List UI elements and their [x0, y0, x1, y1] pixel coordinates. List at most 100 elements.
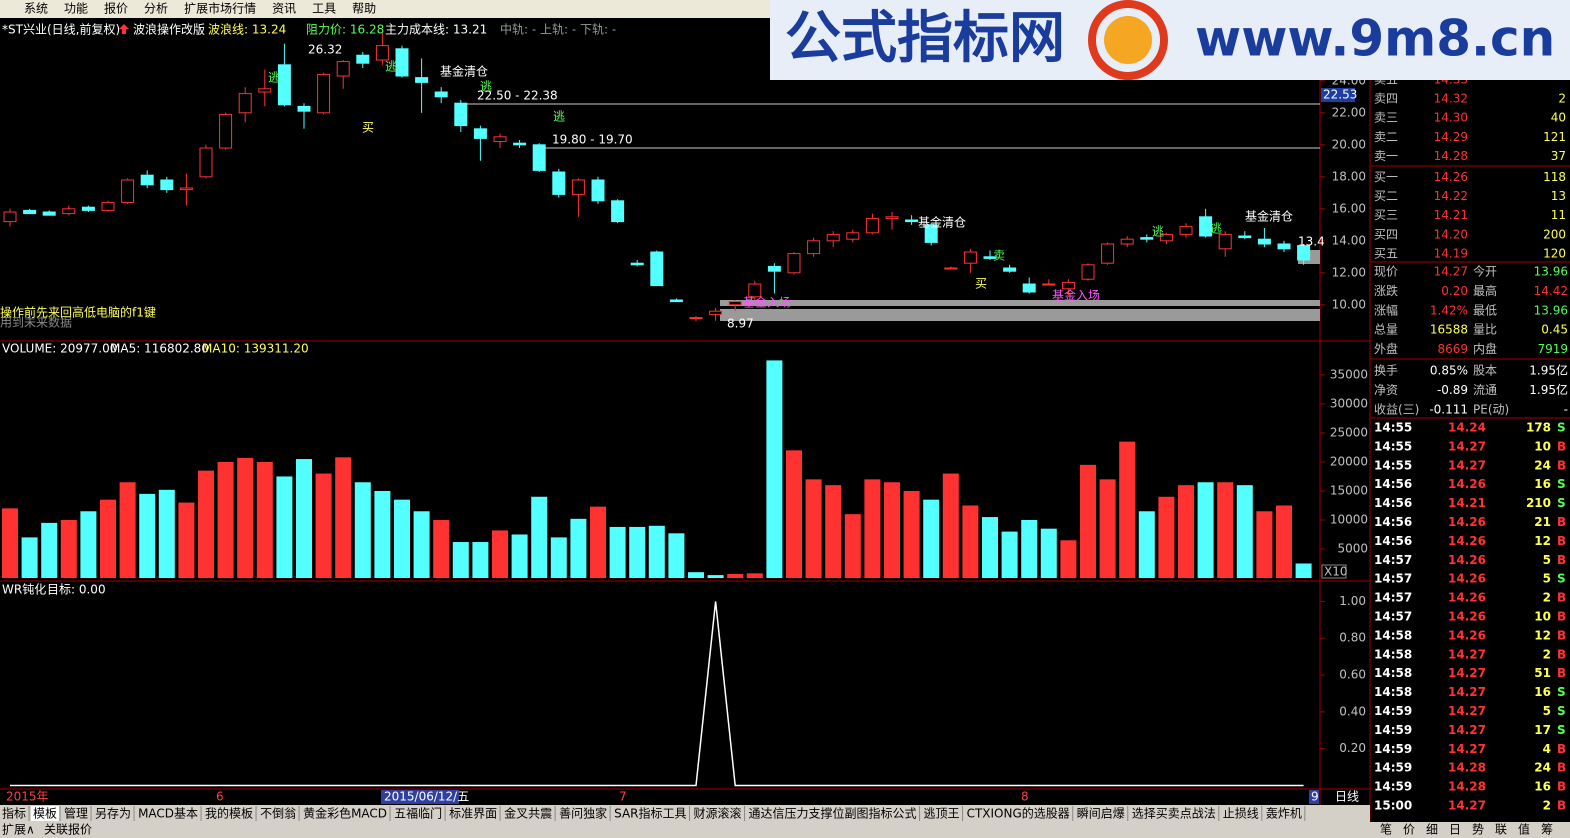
volume-bar	[100, 499, 116, 578]
stat-value: 0.20	[1441, 284, 1468, 298]
candle-body	[1061, 281, 1075, 290]
menu-item[interactable]: 扩展市场行情	[184, 1, 256, 16]
tab[interactable]: 金叉共震	[504, 806, 552, 821]
trade-time: 14:59	[1374, 723, 1412, 737]
y-tick-label: 15000	[1330, 483, 1368, 497]
annotation: 基金清仓	[440, 64, 488, 79]
tab[interactable]: 轰炸机	[1266, 806, 1302, 821]
tab[interactable]: 逃顶王	[924, 807, 960, 821]
side-tab[interactable]: 值	[1518, 822, 1530, 837]
wr-label: WR钝化	[2, 583, 46, 597]
tab[interactable]: 瞬间启爆	[1077, 807, 1125, 821]
banner-bg	[770, 0, 1570, 80]
candle-body	[924, 224, 938, 243]
stat-label: 最低	[1473, 303, 1497, 317]
volume-bar	[41, 522, 58, 578]
tab[interactable]: 另存为	[95, 807, 131, 821]
stat-label: 换手	[1374, 364, 1398, 378]
tab[interactable]: 五福临门	[394, 806, 442, 821]
candle-body	[1179, 225, 1193, 235]
book-price: 14.29	[1434, 130, 1468, 144]
trade-price: 14.26	[1448, 553, 1486, 567]
menu-item[interactable]: 功能	[64, 2, 88, 16]
volume-bar	[139, 493, 156, 578]
book-price: 14.21	[1434, 208, 1468, 222]
candle-body	[3, 211, 17, 223]
trade-time: 14:59	[1374, 742, 1412, 756]
tab[interactable]: 我的模板	[205, 806, 253, 821]
volume-bar	[1178, 485, 1194, 578]
side-tab[interactable]: 筹	[1541, 823, 1553, 837]
annotation: 26.32	[308, 43, 342, 57]
side-tab[interactable]: 势	[1472, 823, 1484, 837]
menu-item[interactable]: 帮助	[352, 2, 376, 16]
tab[interactable]: 选择买卖点战法	[1132, 807, 1216, 821]
trade-time: 14:58	[1374, 647, 1412, 661]
volume-bar	[158, 489, 175, 578]
tab[interactable]: 标准界面	[449, 807, 497, 821]
candle-body	[317, 73, 331, 114]
y-tick-label: 0.60	[1339, 668, 1366, 682]
tab[interactable]: MACD基本	[138, 807, 198, 821]
tab[interactable]: 管理	[64, 806, 88, 821]
menu-item[interactable]: 工具	[312, 2, 336, 16]
volume-bar	[903, 490, 920, 578]
side-tab[interactable]: 联	[1495, 823, 1507, 837]
y-tick-label: 5000	[1337, 541, 1368, 555]
side-tab[interactable]: 笔	[1380, 822, 1392, 837]
side-tab[interactable]: 细	[1426, 823, 1438, 837]
y-tick-label: 0.80	[1339, 631, 1366, 645]
tab[interactable]: CTXIONG的选股器	[967, 806, 1070, 821]
trade-side: B	[1557, 761, 1566, 775]
side-tab[interactable]: 日	[1449, 823, 1461, 837]
candle-body	[1218, 233, 1232, 250]
tab-bar	[0, 805, 1370, 822]
tab[interactable]: SAR指标工具	[614, 806, 686, 821]
trade-time: 14:57	[1374, 553, 1412, 567]
volume-bar	[962, 505, 979, 578]
trade-side: B	[1557, 439, 1566, 453]
tab[interactable]: 止损线	[1223, 807, 1259, 821]
status-item[interactable]: 扩展∧	[2, 823, 35, 837]
tab[interactable]: 黄金彩色MACD	[303, 806, 387, 821]
volume-bar	[1040, 528, 1057, 578]
menu-item[interactable]: 资讯	[272, 2, 296, 16]
menu-item[interactable]: 分析	[144, 2, 168, 16]
volume-bar	[1119, 441, 1136, 578]
tab-selected	[31, 806, 60, 821]
trade-time: 14:57	[1374, 610, 1412, 624]
stat-label: 收益(三)	[1374, 402, 1419, 416]
trade-time: 14:59	[1374, 761, 1412, 775]
annotation: 买	[975, 277, 987, 291]
volume-label: VOLUME: 20977.00	[2, 342, 117, 356]
tab[interactable]: 通达信压力支撑位副图指标公式	[749, 806, 917, 821]
candle-body	[846, 232, 860, 240]
candle-body	[1081, 264, 1095, 280]
tab[interactable]: 模板	[33, 807, 57, 821]
tab[interactable]: 不倒翁	[260, 807, 296, 821]
menu-item[interactable]: 系统	[24, 2, 48, 16]
date-label: 9	[1311, 790, 1319, 804]
trade-price: 14.27	[1448, 685, 1486, 699]
candle-body	[571, 179, 585, 195]
tab[interactable]: 指标	[2, 806, 26, 821]
trade-side: B	[1557, 742, 1566, 756]
annotation: 8.97	[727, 317, 754, 331]
side-tab[interactable]: 价	[1403, 823, 1415, 837]
stat-label: 流通	[1473, 383, 1497, 397]
status-item[interactable]: 关联报价	[44, 822, 92, 837]
volume-bar	[1295, 563, 1312, 578]
candle-body	[983, 256, 997, 259]
y-tick-label: 1.00	[1339, 594, 1366, 608]
menu-item[interactable]: 报价	[104, 1, 128, 16]
volume-bar	[629, 526, 646, 578]
tab[interactable]: 财源滚滚	[694, 806, 742, 821]
header-text: 波浪线: 13.24	[208, 22, 286, 37]
wr-target: 目标: 0.00	[47, 583, 106, 597]
stat-label: 股本	[1473, 364, 1497, 378]
trade-side: S	[1557, 704, 1566, 718]
header-text: 中轨: - 上轨: - 下轨: -	[500, 22, 616, 37]
book-price: 14.26	[1434, 170, 1468, 184]
trade-volume: 12	[1534, 534, 1551, 548]
tab[interactable]: 善问独家	[559, 806, 607, 821]
